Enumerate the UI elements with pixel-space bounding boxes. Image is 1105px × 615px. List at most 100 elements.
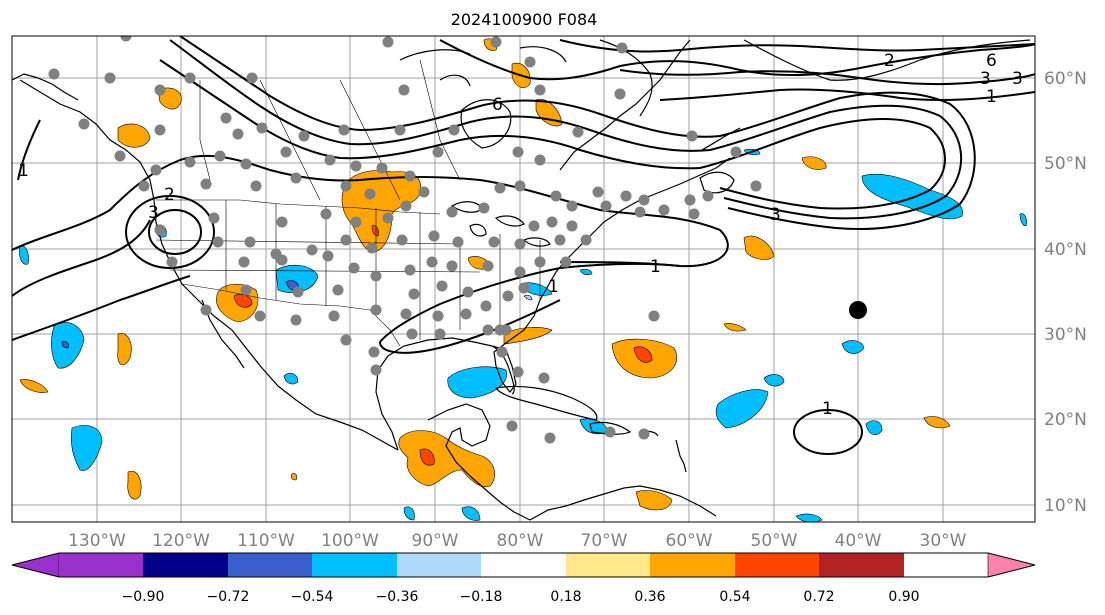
station-dot [418, 186, 430, 198]
station-dot [408, 288, 420, 300]
colorbar-segment [59, 553, 143, 577]
station-dot [298, 130, 310, 142]
station-dot [566, 200, 578, 212]
map-frame [11, 35, 1036, 523]
station-dot [404, 264, 416, 276]
station-dot [750, 180, 762, 192]
station-dot [514, 238, 526, 250]
lat-label: 30°N [1044, 325, 1087, 345]
contour-label: 2 [884, 51, 895, 71]
station-dot [200, 178, 212, 190]
station-dot [534, 154, 546, 166]
station-dot [436, 280, 448, 292]
station-dot [604, 426, 616, 438]
station-dot [488, 236, 500, 248]
station-markers [48, 36, 762, 444]
station-dot [432, 146, 444, 158]
colorbar [11, 552, 1036, 578]
colorbar-label: −0.36 [376, 589, 419, 605]
station-dot [614, 88, 626, 100]
station-dot [306, 244, 318, 256]
station-dot [648, 310, 660, 322]
shaded-anomalies [19, 38, 1027, 522]
station-dot [550, 190, 562, 202]
station-dot [154, 84, 166, 96]
station-dot [538, 372, 550, 384]
station-dot [370, 364, 382, 376]
station-dot [432, 310, 444, 322]
colorbar-segment [650, 553, 735, 577]
colorbar-label: −0.18 [460, 589, 503, 605]
station-dot [238, 256, 250, 268]
colorbar-extend-min [11, 552, 60, 578]
station-dot [534, 84, 546, 96]
station-dot [240, 158, 252, 170]
station-dot [482, 324, 494, 336]
station-dot [512, 146, 524, 158]
station-dot [256, 122, 268, 134]
station-dot [280, 146, 292, 158]
contour-label: 3 [980, 69, 991, 89]
station-dot [592, 186, 604, 198]
station-dot [320, 208, 332, 220]
station-dot [48, 68, 60, 80]
lon-label: 30°W [920, 531, 967, 551]
station-dot [246, 72, 258, 84]
station-dot [368, 346, 380, 358]
station-dot [528, 220, 540, 232]
station-dot [400, 308, 412, 320]
station-dot [546, 216, 558, 228]
station-dot [78, 118, 90, 130]
station-dot [452, 236, 464, 248]
station-dot [370, 270, 382, 282]
lon-label: 50°W [751, 531, 798, 551]
longitude-labels: 130°W 120°W 110°W 100°W 90°W 80°W 70°W 6… [68, 531, 967, 551]
contour-label: 3 [770, 205, 781, 225]
storm-marker [849, 301, 867, 319]
station-dot [150, 164, 162, 176]
lon-label: 80°W [497, 531, 544, 551]
station-dot [166, 256, 178, 268]
station-dot [684, 194, 696, 206]
lon-label: 90°W [412, 531, 459, 551]
colorbar-segment [819, 553, 904, 577]
station-dot [138, 180, 150, 192]
colorbar-label: −0.72 [207, 589, 250, 605]
contour-labels: 6 2 3 1 3 1 2 3 1 6 3 1 1 [18, 51, 1023, 419]
station-dot [292, 286, 304, 298]
lon-label: 100°W [321, 531, 379, 551]
station-dot [496, 346, 508, 358]
station-dot [554, 234, 566, 246]
station-dot [448, 124, 460, 136]
station-dot [514, 266, 526, 278]
contour-label: 1 [822, 399, 833, 419]
contour-label: 1 [986, 87, 997, 107]
station-dot [214, 150, 226, 162]
lat-label: 40°N [1044, 240, 1087, 260]
station-dot [688, 208, 700, 220]
colorbar-segment [143, 553, 228, 577]
station-dot [544, 432, 556, 444]
contour-label: 6 [986, 51, 997, 71]
station-dot [524, 56, 536, 68]
contour-label: 1 [18, 161, 29, 181]
colorbar-extend-max [987, 552, 1036, 578]
station-dot [634, 206, 646, 218]
station-dot [686, 130, 698, 142]
station-dot [702, 190, 714, 202]
station-dot [428, 230, 440, 242]
station-dot [240, 284, 252, 296]
station-dot [434, 328, 446, 340]
colorbar-segment [566, 553, 650, 577]
station-dot [382, 212, 394, 224]
lon-label: 130°W [68, 531, 126, 551]
station-dot [566, 220, 578, 232]
station-dot [480, 300, 492, 312]
station-dot [460, 308, 472, 320]
map-panel: 6 2 3 1 3 1 2 3 1 6 3 1 1 [12, 36, 1035, 522]
station-dot [250, 180, 262, 192]
station-dot [658, 204, 670, 216]
contour-label: 2 [164, 185, 175, 205]
station-dot [154, 224, 166, 236]
